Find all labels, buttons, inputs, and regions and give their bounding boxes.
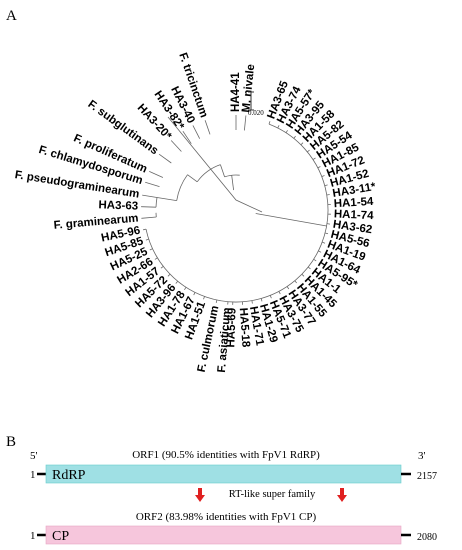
taxon-label: HA3-63 (98, 199, 138, 212)
orf2-start: 1 (30, 530, 36, 542)
taxon-label: HA3-62 (332, 219, 373, 237)
leaf-branch (307, 266, 311, 270)
leaf-branch (154, 257, 158, 260)
stem (156, 197, 177, 201)
taxon-label: HA1-74 (334, 208, 375, 222)
leaf-branch (321, 175, 325, 177)
leaf-branch (141, 216, 157, 219)
leaf-branch (278, 291, 281, 295)
five-prime-label: 5' (30, 450, 38, 462)
outgroup-arc-d (196, 164, 221, 183)
outgroup-arc-a (155, 197, 158, 208)
taxon-label: HA1-54 (333, 196, 374, 210)
tree-branches (141, 115, 331, 305)
leaf-branch (326, 194, 330, 196)
orf1-title: ORF1 (90.5% identities with FpV1 RdRP) (132, 449, 320, 461)
leaf-branch (160, 266, 164, 269)
leaf-branch (141, 206, 157, 208)
taxon-label: F. asiaticum (216, 307, 234, 373)
taxon-label: M. nivale (240, 64, 257, 114)
leaf-branch (285, 130, 288, 134)
leaf-branch (277, 125, 280, 129)
leaf-branch (204, 120, 211, 135)
scale-label: 0.020 (248, 109, 264, 117)
taxon-label: HA5-18 (237, 307, 252, 348)
leaf-branch (260, 298, 263, 302)
ingroup-arc (145, 123, 329, 303)
rt-arrow-left (195, 488, 205, 502)
rt-superfamily-label: RT-like super family (229, 489, 316, 500)
orf1-end: 2157 (417, 471, 437, 482)
panel-a-letter: A (6, 8, 17, 24)
leaf-branch (322, 241, 326, 244)
leaf-branch (182, 130, 192, 144)
leaf-branch (294, 280, 298, 284)
leaf-branch (307, 149, 310, 153)
leaf-branch (317, 166, 321, 169)
leaf-branch (312, 157, 316, 160)
orf1-domain-bar (45, 464, 402, 484)
leaf-branch (215, 299, 218, 303)
leaf-branch (300, 142, 304, 146)
stem (231, 175, 234, 191)
taxon-label: HA5-69 (225, 308, 238, 348)
leaf-branch (145, 238, 149, 241)
leaf-branch (193, 292, 196, 296)
orf2-end: 2080 (417, 532, 437, 543)
stem-root (255, 213, 327, 227)
leaf-branch (170, 140, 182, 152)
leaf-branch (324, 184, 328, 187)
root-branch (167, 116, 263, 213)
leaf-branch (175, 280, 179, 284)
leaf-branch (301, 273, 305, 277)
scale-bar: 0.020 (248, 91, 264, 117)
stem (187, 174, 198, 183)
leaf-branch (251, 300, 253, 304)
leaf-branch (167, 273, 171, 277)
rt-arrow-right (337, 488, 347, 502)
three-prime-label: 3' (418, 450, 426, 462)
leaf-branch (269, 295, 272, 299)
orf1-domain-label: RdRP (52, 468, 86, 483)
leaf-branch (244, 115, 247, 131)
leaf-branch (142, 194, 158, 198)
leaf-branch (293, 135, 296, 139)
stem (220, 164, 225, 178)
leaf-branch (145, 181, 160, 187)
leaf-branch (324, 232, 329, 235)
orf2-domain-bar (45, 525, 402, 545)
leaf-branch (313, 258, 317, 262)
leaf-branch (184, 287, 187, 291)
panel-b-letter: B (6, 434, 16, 450)
leaf-branch (143, 228, 147, 231)
orf1-start: 1 (30, 469, 36, 481)
leaf-branch (149, 248, 153, 251)
taxon-label: HA4-41 (230, 72, 242, 112)
leaf-branch (268, 121, 271, 125)
outgroup-arc-c (176, 174, 188, 201)
orf2-title: ORF2 (83.98% identities with FpV1 CP) (136, 511, 317, 523)
leaf-branch (203, 296, 205, 300)
leaf-branch (158, 153, 172, 164)
leaf-branch (192, 125, 201, 139)
leaf-branch (326, 223, 331, 225)
leaf-branch (149, 171, 164, 178)
leaf-branch (318, 250, 322, 253)
leaf-branch (286, 286, 290, 290)
orf2-domain-label: CP (52, 529, 69, 544)
